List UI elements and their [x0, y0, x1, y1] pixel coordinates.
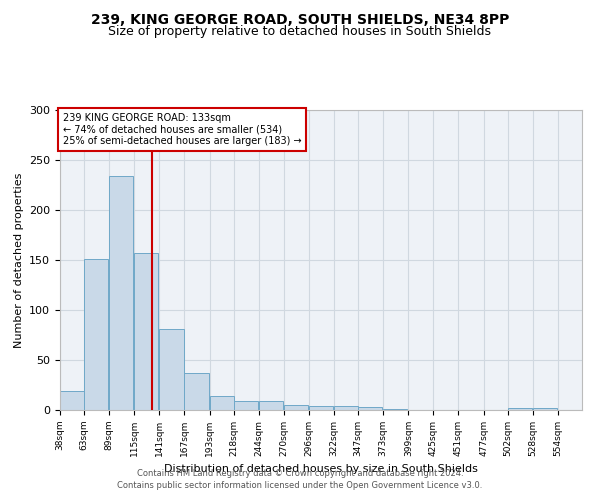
Bar [209, 396, 233, 410]
Text: Size of property relative to detached houses in South Shields: Size of property relative to detached ho… [109, 25, 491, 38]
Text: 239 KING GEORGE ROAD: 133sqm
← 74% of detached houses are smaller (534)
25% of s: 239 KING GEORGE ROAD: 133sqm ← 74% of de… [62, 113, 301, 146]
Bar [84, 259, 108, 410]
Bar [109, 176, 133, 410]
Bar [259, 401, 283, 410]
Bar [533, 408, 557, 410]
Bar [358, 407, 382, 410]
Bar [160, 329, 184, 410]
Y-axis label: Number of detached properties: Number of detached properties [14, 172, 23, 348]
Bar [184, 373, 209, 410]
Bar [334, 406, 358, 410]
Text: Contains HM Land Registry data © Crown copyright and database right 2024.: Contains HM Land Registry data © Crown c… [137, 468, 463, 477]
Bar [508, 408, 532, 410]
X-axis label: Distribution of detached houses by size in South Shields: Distribution of detached houses by size … [164, 464, 478, 474]
Bar [284, 405, 308, 410]
Bar [134, 253, 158, 410]
Bar [383, 409, 407, 410]
Bar [60, 391, 84, 410]
Text: Contains public sector information licensed under the Open Government Licence v3: Contains public sector information licen… [118, 481, 482, 490]
Bar [233, 401, 258, 410]
Text: 239, KING GEORGE ROAD, SOUTH SHIELDS, NE34 8PP: 239, KING GEORGE ROAD, SOUTH SHIELDS, NE… [91, 12, 509, 26]
Bar [309, 406, 333, 410]
